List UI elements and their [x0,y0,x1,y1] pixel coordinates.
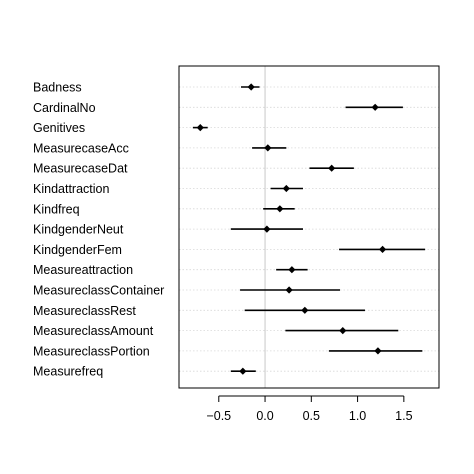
estimate-point-3 [264,144,272,152]
estimate-point-7 [263,225,271,233]
x-tick-label-2: 0.5 [303,409,320,423]
y-label-0: Badness [33,81,82,95]
x-tick-label-4: 1.5 [395,409,412,423]
estimate-point-2 [196,124,204,132]
y-label-3: MeasurecaseAcc [33,141,129,155]
y-label-4: MeasurecaseDat [33,162,128,176]
estimate-point-1 [371,103,379,111]
estimate-point-11 [301,306,309,314]
estimate-point-6 [276,205,284,213]
y-label-12: MeasureclassAmount [33,324,154,338]
x-axis: −0.5 0.0 0.5 1.0 1.5 [206,395,413,423]
estimate-point-9 [288,266,296,274]
estimate-point-8 [378,245,387,253]
y-label-11: MeasureclassRest [33,304,136,318]
y-axis-labels: Badness CardinalNo Genitives MeasurecaseAcc… [33,81,164,379]
y-label-13: MeasureclassPortion [33,344,150,358]
estimate-point-10 [285,286,293,294]
estimate-point-12 [339,327,347,335]
y-label-10: MeasureclassContainer [33,284,164,298]
x-tick-label-3: 1.0 [349,409,366,423]
y-label-1: CardinalNo [33,101,96,115]
x-tick-label-1: 0.0 [256,409,273,423]
estimate-point-0 [247,83,255,91]
y-label-9: Measureattraction [33,263,133,277]
y-label-6: Kindfreq [33,202,80,216]
estimate-point-4 [328,164,336,172]
estimate-point-14 [239,367,247,375]
x-tick-label-0: −0.5 [206,409,231,423]
estimate-point-5 [282,184,290,193]
estimate-point-13 [374,347,382,355]
plot-frame [178,65,440,389]
y-label-2: Genitives [33,121,85,135]
plot-marks [192,83,426,375]
y-label-8: KindgenderFem [33,243,122,257]
gridlines [179,86,439,372]
y-label-14: Measurefreq [33,365,103,379]
y-label-7: KindgenderNeut [33,223,124,237]
y-label-5: Kindattraction [33,182,109,196]
